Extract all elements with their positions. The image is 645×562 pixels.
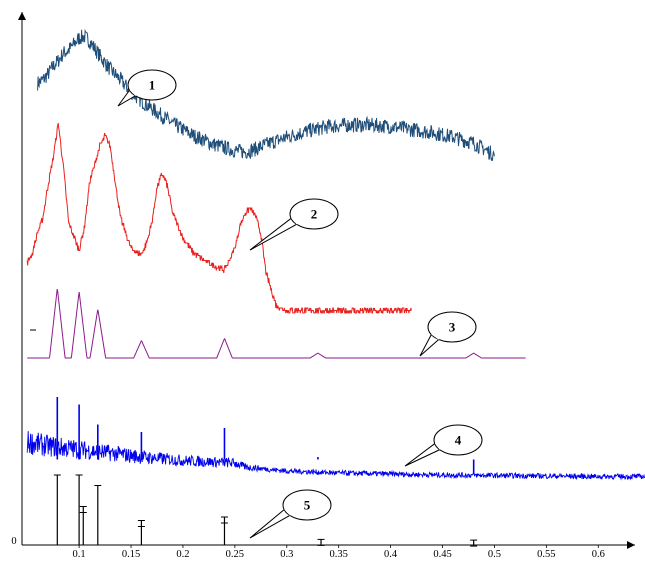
callout-joint (291, 217, 299, 225)
callout-pointer (249, 217, 298, 251)
x-axis-arrow (627, 541, 635, 549)
callout-bubble (427, 311, 477, 343)
callout-bubble (289, 198, 339, 230)
axes (18, 12, 635, 549)
series-3 (27, 288, 526, 359)
series-5 (53, 474, 478, 547)
callout-bubble (127, 69, 177, 101)
callout-pointer (404, 442, 441, 467)
series-line (26, 122, 412, 314)
x-tick-label: 0 (11, 536, 16, 547)
series-label: 2 (311, 207, 318, 222)
series-label: 3 (449, 320, 456, 335)
y-axis-arrow (18, 12, 26, 20)
x-tick-label: 0.2 (176, 549, 189, 560)
ticks: 0 0.1 0.15 0.2 0.25 0.3 0.35 0.4 0.45 0.5 0.55 0.6 (11, 536, 604, 560)
series-4 (26, 397, 645, 481)
x-tick-label: 0.1 (73, 549, 86, 560)
series-label: 4 (455, 433, 462, 448)
series-line (26, 431, 645, 481)
x-tick-label: 0.15 (122, 549, 140, 560)
x-tick-label: 0.35 (330, 549, 348, 560)
callout-joint (431, 332, 440, 340)
series-line (27, 288, 526, 359)
callout-5: 5 (249, 489, 332, 539)
x-tick-label: 0.5 (488, 549, 501, 560)
series-line (37, 28, 495, 161)
x-tick-label: 0.25 (226, 549, 244, 560)
callout-joint (129, 88, 137, 96)
callout-bubble (282, 489, 332, 521)
x-tick-label: 0.45 (433, 549, 451, 560)
series-label: 5 (304, 498, 311, 513)
callout-joint (434, 442, 442, 450)
x-tick-label: 0.4 (384, 549, 398, 560)
series-layer (26, 28, 645, 547)
callouts: 1 2 3 4 5 (117, 69, 483, 539)
callout-3: 3 (419, 311, 477, 357)
callout-pointer (249, 508, 291, 539)
series-label: 1 (149, 78, 156, 93)
callout-2: 2 (249, 198, 339, 251)
series-2 (26, 122, 412, 314)
callout-joint (284, 508, 292, 516)
callout-1: 1 (117, 69, 177, 107)
callout-pointer (419, 333, 440, 357)
x-tick-label: 0.55 (537, 549, 555, 560)
x-tick-label: 0.6 (592, 549, 605, 560)
callout-4: 4 (404, 424, 483, 467)
series-1 (37, 28, 495, 161)
callout-bubble (433, 424, 483, 456)
x-tick-label: 0.3 (280, 549, 293, 560)
